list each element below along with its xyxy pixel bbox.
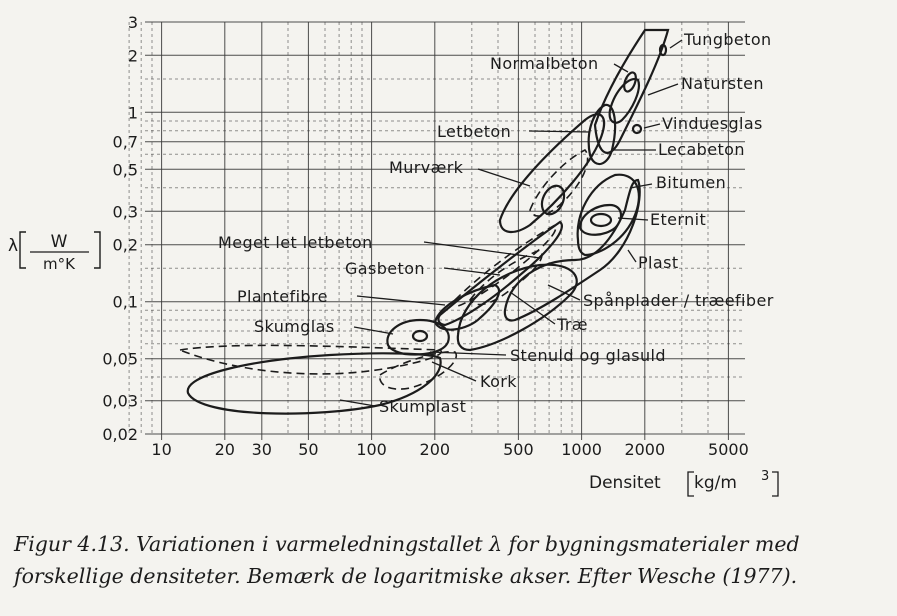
material-regions [177,28,670,415]
x-tick-label: 2000 [624,440,665,459]
label-eternit: Eternit [650,210,706,229]
region-meget-let-letbeton [454,223,557,307]
region-skumglas-core [411,329,429,343]
leader-letbeton [528,130,591,133]
y-tick-label: 2 [128,46,138,65]
y-tick-label: 0,03 [102,392,138,411]
y-tick-label: 0,2 [113,236,138,255]
y-axis-numerator: W [51,232,68,252]
leader-vinduesglas [643,123,661,129]
y-tick-label: 0,7 [113,133,138,152]
y-tick-label: 3 [128,13,138,32]
label-natursten: Natursten [681,74,764,93]
x-tick-label: 500 [503,440,534,459]
label-plantefibre: Plantefibre [237,287,328,306]
region-murvaerk [529,149,589,217]
region-kork [379,351,458,390]
x-tick-label: 30 [252,440,272,459]
x-tick-label: 5000 [708,440,749,459]
region-plast [503,178,641,322]
label-kork: Kork [480,372,517,391]
leader-eternit [617,217,649,221]
label-lecabeton: Lecabeton [658,140,745,159]
y-tick-label: 0,5 [113,160,138,179]
y-tick-label: 0,1 [113,293,138,312]
x-tick-labels: 10 20 30 50 100 200 500 1000 2000 5000 [151,440,748,459]
label-trae: Træ [556,315,588,334]
region-eternit-core [589,212,613,228]
leader-normalbeton [613,63,629,73]
x-tick-label: 200 [420,440,451,459]
y-tick-label: 1 [128,103,138,122]
leader-tungbeton [669,39,683,49]
region-gasbeton [437,220,563,327]
region-skumglas [386,318,450,356]
leader-lines [339,39,683,407]
region-lecabeton [587,103,617,166]
region-vinduesglas [631,123,643,135]
leader-sponplader [547,284,581,301]
region-letbeton [498,113,606,233]
region-skumplast [186,352,442,415]
material-labels: Tungbeton Normalbeton Natursten Vinduesg… [218,30,774,416]
label-gasbeton: Gasbeton [345,259,425,278]
caption-line-2: forskellige densiteter. Bemærk de logari… [14,564,798,588]
label-vinduesglas: Vinduesglas [662,114,763,133]
region-normalbeton-core [623,71,637,93]
region-tungbeton [658,43,668,57]
x-axis-unit-exponent: 3 [761,469,769,484]
label-meget-let-letbeton: Meget let letbeton [218,233,373,252]
region-eternit [578,203,623,236]
label-skumglas: Skumglas [254,317,335,336]
region-murvaerk-core [540,184,566,216]
leader-murvaerk [477,168,531,187]
label-skumplast: Skumplast [379,397,466,416]
label-normalbeton: Normalbeton [490,54,599,73]
label-bitumen: Bitumen [656,173,726,192]
region-stenuld-glasuld [177,344,443,375]
y-axis-denominator: m°K [43,255,76,273]
y-axis-brackets [19,231,101,269]
label-tungbeton: Tungbeton [683,30,772,49]
x-tick-label: 1000 [561,440,602,459]
x-tick-label: 100 [356,440,387,459]
y-tick-labels: 0,02 0,03 0,05 0,1 0,2 0,3 0,5 0,7 1 2 3 [102,13,138,444]
region-normalbeton [608,77,640,124]
label-murvaerk: Murværk [389,158,464,177]
x-tick-label: 10 [151,440,171,459]
leader-meget-let-letbeton [423,241,541,259]
leader-stenuld-glasuld [429,351,507,356]
leader-natursten [647,83,679,96]
chart: 10 20 30 50 100 200 500 1000 2000 5000 0,020,030,… [8,13,779,497]
region-bitumen [576,173,640,257]
leader-plantefibre [356,295,446,306]
leader-kork [431,361,477,382]
x-axis-unit-brackets [687,471,779,497]
x-tick-label: 20 [215,440,235,459]
leader-plast [627,249,637,263]
label-stenuld-glasuld: Stenuld og glasuld [510,346,666,365]
leader-skumplast [339,399,376,407]
y-axis-symbol: λ [8,236,18,256]
x-axis-unit: kg/m [694,473,737,493]
y-axis-label: λ W m°K [8,231,101,273]
label-sponplader: Spånplader / træefiber [583,291,774,310]
y-tick-label: 0,02 [102,425,138,444]
y-tick-label: 0,05 [102,350,138,369]
vertical-gridlines [128,22,729,440]
leader-gasbeton [443,267,501,276]
region-natursten [593,28,670,154]
y-tick-label: 0,3 [113,202,138,221]
label-letbeton: Letbeton [437,122,511,141]
leader-bitumen [629,183,653,189]
caption-line-1: Figur 4.13. Variationen i varmeledningst… [14,532,800,556]
x-tick-label: 50 [298,440,318,459]
x-axis-label: Densitet kg/m 3 [589,469,779,497]
label-plast: Plast [638,253,679,272]
leader-trae [509,291,556,325]
leader-skumglas [353,326,394,335]
figure-caption: Figur 4.13. Variationen i varmeledningst… [14,528,884,592]
x-axis-title: Densitet [589,473,661,493]
